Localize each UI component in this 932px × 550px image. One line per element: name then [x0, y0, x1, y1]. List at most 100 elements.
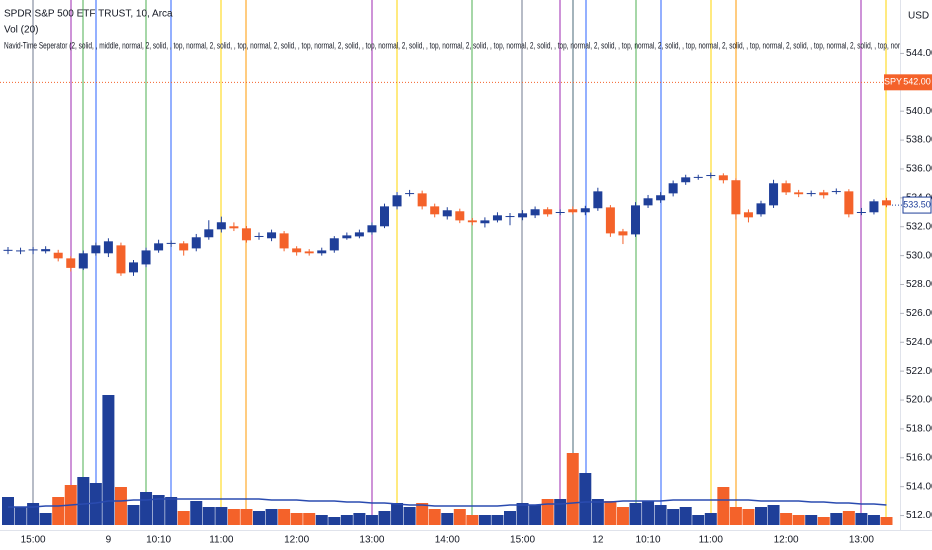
candle-body [681, 177, 691, 183]
candle-body [769, 183, 779, 206]
y-tick-label: 532.00 [906, 221, 932, 232]
volume-bar [704, 513, 717, 525]
volume-bar [290, 513, 303, 525]
candle-body [555, 212, 565, 213]
volume-bar [880, 517, 893, 525]
volume-bar [755, 507, 767, 525]
candle-body [16, 250, 26, 252]
candle-body [706, 175, 716, 177]
x-tick-label: 15:00 [21, 535, 46, 546]
volume-bar [554, 499, 567, 525]
candle-body [78, 253, 88, 269]
y-tick-label: 512.00 [906, 510, 932, 521]
volume-bar [805, 515, 818, 525]
volume-bar [780, 513, 793, 525]
volume-bar [742, 509, 755, 525]
volume-bar [629, 503, 642, 525]
candle-body [241, 228, 251, 241]
volume-bar [604, 501, 617, 525]
candle-body [718, 175, 728, 181]
x-tick-label: 13:00 [359, 535, 384, 546]
candle-body [806, 193, 816, 195]
candle-body [430, 206, 440, 215]
candle-body [41, 249, 51, 252]
y-tick-label: 518.00 [906, 424, 932, 435]
volume-bar [391, 503, 404, 525]
volume-bar [190, 501, 203, 525]
candle-body [380, 206, 389, 227]
volume-bar [2, 497, 14, 525]
volume-bar [491, 515, 504, 525]
x-tick-label: 12:00 [284, 535, 309, 546]
volume-bar [215, 507, 228, 525]
y-tick-label: 544.00 [906, 48, 932, 59]
x-tick-label: 15:00 [510, 535, 535, 546]
candle-body [292, 248, 302, 253]
candle-body [631, 205, 640, 235]
volume-bar [202, 507, 215, 525]
volume-bar [52, 497, 65, 525]
candle-body [794, 192, 804, 195]
last-price-box [902, 196, 932, 214]
volume-bar [353, 513, 366, 525]
volume-bar [541, 499, 554, 525]
volume-bar [817, 517, 830, 525]
candle-body [392, 195, 402, 207]
candle-body [568, 209, 578, 213]
reference-price-box [902, 74, 932, 91]
volume-bar [616, 507, 629, 525]
candle-body [342, 235, 352, 239]
x-tick-label: 10:10 [146, 535, 171, 546]
candle-body [317, 250, 327, 254]
y-tick-label: 536.00 [906, 164, 932, 175]
volume-bar [140, 492, 153, 525]
candle-body [191, 237, 201, 249]
last-price-label: 533.50 [903, 199, 931, 209]
volume-bar [340, 515, 353, 525]
volume-bar [453, 509, 466, 525]
candle-body [530, 209, 540, 216]
candle-body [141, 250, 151, 265]
candle-body [731, 180, 741, 215]
y-tick-label: 530.00 [906, 250, 932, 261]
x-tick-label: 10:10 [636, 535, 661, 546]
candle-body [3, 249, 13, 251]
volume-bar [466, 515, 479, 525]
x-tick-label: 12 [592, 535, 604, 546]
volume-bar [679, 507, 692, 525]
volume-bar [89, 483, 102, 525]
volume-bar [591, 499, 604, 525]
candle-body [405, 193, 415, 195]
volume-bar [729, 507, 742, 525]
candle-body [279, 233, 289, 249]
volume-bar [478, 515, 491, 525]
volume-bar [516, 503, 529, 525]
volume-bar [265, 509, 278, 525]
volume-bar [830, 513, 843, 525]
currency-label: USD [908, 11, 929, 22]
volume-bar [416, 503, 429, 525]
volume-bar [667, 509, 680, 525]
volume-bar [692, 515, 705, 525]
candle-body [593, 191, 603, 209]
volume-bar [579, 473, 592, 525]
candle-body [856, 212, 866, 213]
candle-body [329, 238, 339, 251]
reference-price: 542.00 [903, 77, 931, 87]
volume-bar [39, 513, 52, 525]
volume-bar [303, 513, 316, 525]
candle-body [354, 232, 364, 237]
y-tick-label: 514.00 [906, 481, 932, 492]
y-tick-label: 528.00 [906, 279, 932, 290]
candle-body [116, 245, 126, 274]
candle-body [605, 207, 615, 234]
y-tick-label: 522.00 [906, 366, 932, 377]
candle-body [53, 252, 63, 259]
candle-body [882, 200, 891, 206]
volume-bar [328, 517, 341, 525]
candle-body [819, 192, 829, 196]
volume-bar [14, 507, 27, 525]
y-tick-label: 538.00 [906, 135, 932, 146]
volume-bar [152, 495, 165, 525]
